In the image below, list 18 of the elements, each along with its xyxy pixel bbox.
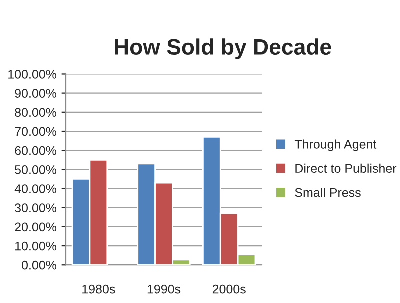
y-tick-label: 40.00%: [14, 184, 57, 194]
legend-label: Direct to Publisher: [296, 164, 397, 174]
y-tick-label: 60.00%: [15, 146, 57, 156]
x-tick-label: 1980s: [82, 284, 116, 294]
legend-label: Through Agent: [294, 140, 377, 152]
chart-title: How Sold by Decade: [115, 38, 332, 60]
y-tick-label: 70.00%: [15, 127, 57, 136]
y-tick-label: 0.00%: [22, 260, 57, 270]
y-tick-label: 90.00%: [15, 89, 57, 98]
y-tick-label: 30.00%: [15, 204, 57, 213]
y-tick-label: 50.00%: [15, 165, 57, 174]
legend-label: Small Press: [295, 188, 361, 198]
x-tick-label: 2000s: [212, 284, 246, 294]
y-tick-label: 10.00%: [16, 242, 57, 251]
y-tick-label: 20.00%: [15, 222, 57, 232]
y-tick-label: 80.00%: [15, 108, 57, 118]
x-tick-label: 1990s: [148, 284, 181, 294]
y-tick-label: 100.00%: [8, 70, 57, 79]
